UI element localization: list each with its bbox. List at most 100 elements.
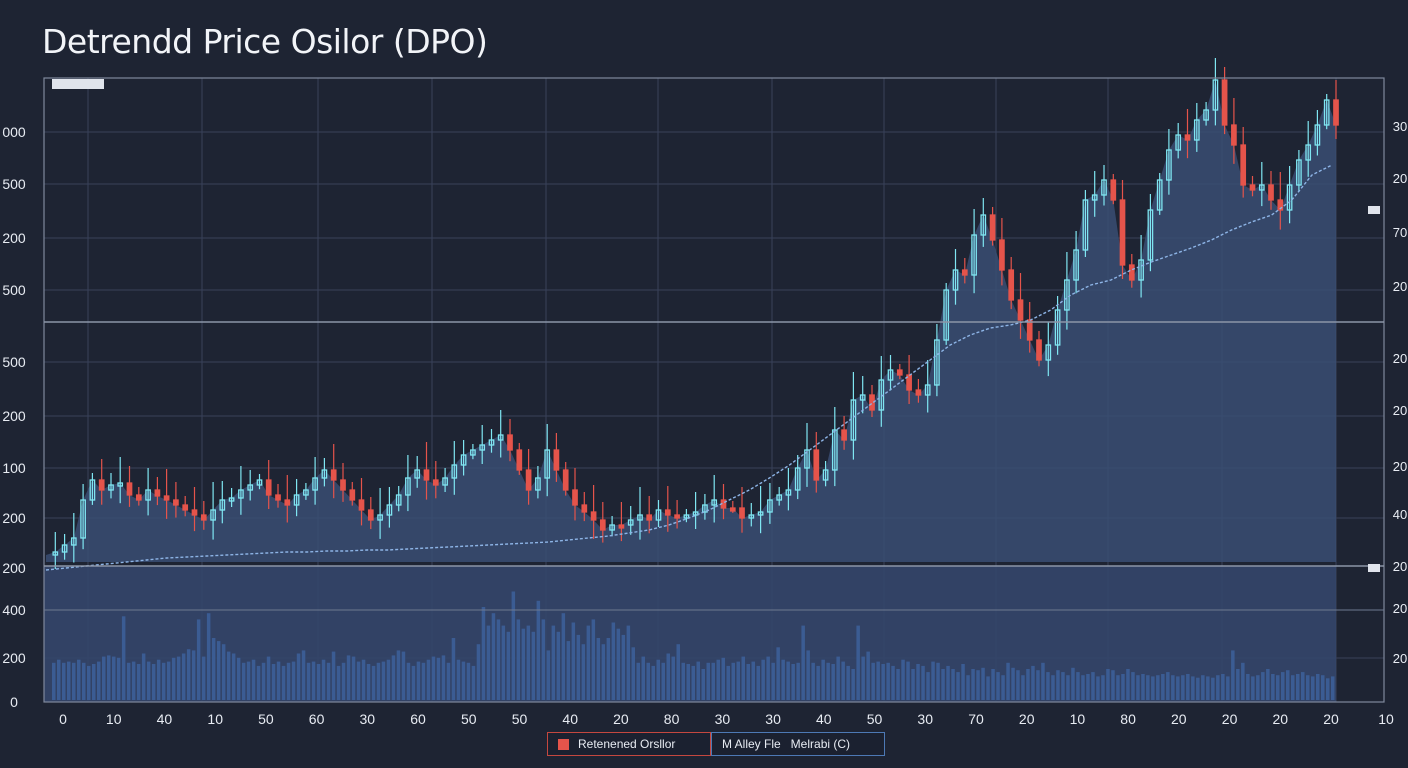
volume-bar: [1021, 675, 1025, 700]
volume-bar: [481, 607, 486, 700]
x-tick-label: 70: [968, 711, 984, 727]
candle-body: [1064, 279, 1070, 311]
candle-body: [999, 239, 1005, 271]
x-tick-label: 10: [207, 711, 223, 727]
volume-bar: [1211, 677, 1215, 700]
volume-bar: [62, 662, 66, 700]
volume-bar: [1086, 674, 1090, 700]
y-tick-label-left: 200: [2, 408, 26, 424]
volume-bar: [1231, 650, 1235, 700]
candle-body: [145, 489, 151, 501]
volume-bar: [891, 665, 895, 700]
candle-body: [692, 511, 699, 516]
volume-bar: [661, 662, 665, 700]
volume-bar: [206, 613, 211, 700]
volume-bar: [551, 625, 556, 700]
volume-bar: [991, 669, 995, 700]
y-tick-label-left: 500: [2, 282, 26, 298]
volume-bar: [411, 665, 416, 700]
volume-bar: [616, 628, 621, 700]
candle-body: [1333, 99, 1339, 126]
candle-body: [1156, 179, 1163, 211]
volume-bar: [676, 644, 680, 700]
volume-bar: [146, 661, 151, 700]
volume-bar: [831, 664, 835, 700]
candle-body: [664, 509, 671, 516]
y-tick-label-left: 200: [2, 650, 26, 666]
volume-bar: [1216, 675, 1220, 700]
candle-body: [1110, 179, 1117, 201]
volume-bar: [1286, 670, 1290, 700]
volume-bar: [726, 665, 730, 700]
candle-body: [52, 551, 59, 556]
volume-bar: [241, 662, 246, 700]
price-marker: [1368, 206, 1380, 214]
candle-body: [340, 479, 346, 491]
candle-body: [321, 469, 328, 479]
volume-bar: [1006, 662, 1010, 700]
volume-bar: [1251, 676, 1255, 700]
volume-bar: [1101, 675, 1105, 700]
volume-bar: [941, 669, 945, 700]
volume-bar: [781, 659, 785, 700]
volume-bar: [996, 672, 1000, 700]
candle-body: [395, 494, 402, 506]
volume-bar: [261, 662, 266, 700]
candle-body: [841, 429, 847, 441]
candle-body: [1138, 259, 1144, 281]
y-tick-label-right: 20: [1393, 601, 1407, 616]
volume-bar: [331, 651, 336, 700]
x-tick-label: 0: [59, 711, 67, 727]
candle-body: [219, 499, 226, 511]
candle-body: [1017, 299, 1024, 321]
volume-bar: [1011, 667, 1015, 700]
volume-bar: [556, 631, 561, 700]
volume-bar: [82, 662, 86, 700]
candle-body: [479, 444, 486, 451]
volume-bar: [1016, 670, 1020, 700]
legend-item-oscillator[interactable]: Retenened Orsllor: [547, 732, 711, 756]
candle-body: [330, 469, 337, 481]
volume-bar: [386, 659, 391, 700]
volume-bar: [646, 662, 650, 700]
volume-bar: [621, 634, 626, 700]
candle-body: [70, 537, 77, 546]
moving-average-line: [45, 164, 1333, 571]
candle-body: [859, 394, 866, 401]
y-tick-label-right: 20: [1393, 351, 1407, 366]
volume-bar: [156, 659, 161, 700]
volume-bar: [301, 650, 306, 700]
volume-bar: [671, 656, 675, 700]
candle-body: [525, 469, 532, 491]
candle-body: [1128, 264, 1135, 281]
candle-body: [200, 514, 207, 521]
candle-body: [1008, 269, 1015, 301]
volume-bar: [571, 622, 576, 700]
volume-bar: [1026, 669, 1030, 700]
volume-bar: [366, 664, 371, 700]
volume-bar: [681, 662, 685, 700]
candle-body: [303, 489, 309, 496]
volume-bar: [1001, 675, 1005, 700]
volume-bar: [901, 659, 905, 700]
candle-body: [1240, 144, 1247, 186]
volume-bar: [531, 631, 536, 700]
price-area-layer: [44, 80, 1336, 702]
x-tick-label: 30: [765, 711, 781, 727]
legend-item-moving-average[interactable]: M Alley Fle Melrabi (C): [711, 732, 885, 756]
candle-body: [367, 509, 374, 521]
volume-bar: [776, 647, 780, 700]
x-tick-label: 20: [1019, 711, 1035, 727]
candle-body: [163, 495, 170, 501]
volume-bar: [201, 656, 206, 700]
volume-bar: [1141, 674, 1145, 700]
volume-bar: [496, 619, 501, 700]
volume-bar: [1331, 676, 1335, 700]
volume-bars-layer: [52, 591, 1335, 700]
candle-body: [637, 514, 643, 521]
y-tick-label-right: 20: [1393, 171, 1407, 186]
volume-bar: [421, 662, 426, 700]
candle-body: [191, 509, 198, 516]
volume-bar: [176, 656, 181, 700]
